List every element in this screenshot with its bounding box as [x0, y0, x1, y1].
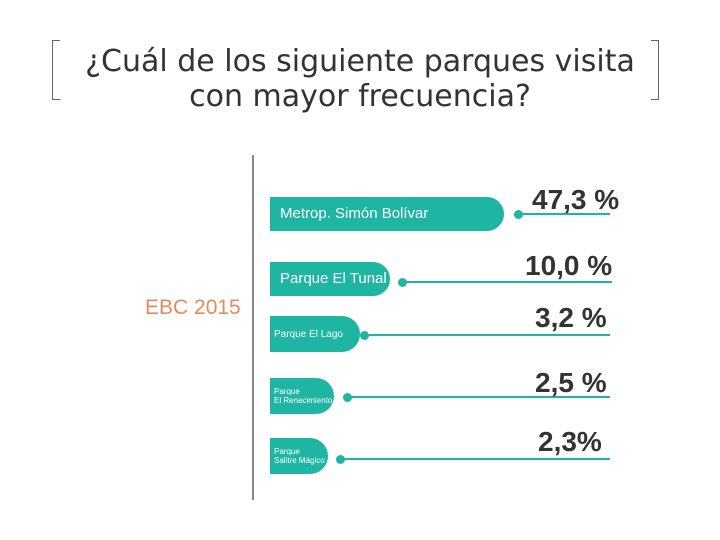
data-label: 2,3% — [538, 426, 602, 457]
chart-title-line-2: con mayor frecuencia? — [189, 79, 531, 114]
title-bracket-right — [651, 40, 659, 100]
data-label: 3,2 % — [535, 302, 607, 333]
leader-dot — [514, 210, 523, 219]
leader-dot — [398, 278, 407, 287]
bar: Parque El Renacimiento — [270, 378, 334, 414]
bar: Parque El Tunal — [270, 262, 390, 296]
bar-label: Parque Salitre Mágico — [274, 447, 325, 465]
leader-dot — [360, 331, 369, 340]
data-label: 47,3 % — [532, 184, 620, 215]
leader-line — [364, 334, 610, 336]
leader-line — [402, 281, 612, 283]
leader-line — [518, 213, 610, 215]
data-label: 2,5 % — [535, 367, 607, 398]
leader-dot — [336, 455, 345, 464]
bar: Metrop. Simón Bolívar — [270, 197, 504, 231]
chart-subtitle: EBC 2015 — [145, 296, 241, 319]
leader-dot — [343, 393, 352, 402]
chart-title-line-1: ¿Cuál de los siguiente parques visita — [85, 44, 635, 79]
bar: Parque Salitre Mágico — [270, 438, 328, 474]
chart-title: ¿Cuál de los siguiente parques visita co… — [60, 44, 660, 114]
bar: Parque El Lago — [270, 316, 360, 352]
bar-label: Metrop. Simón Bolívar — [280, 205, 429, 222]
category-axis-line — [252, 155, 254, 500]
data-label: 10,0 % — [525, 250, 613, 281]
bar-label: Parque El Lago — [274, 328, 343, 340]
leader-line — [347, 396, 610, 398]
bar-label: Parque El Renacimiento — [274, 387, 333, 405]
bar-label: Parque El Tunal — [280, 270, 387, 287]
leader-line — [340, 458, 610, 460]
title-bracket-left — [52, 40, 60, 100]
